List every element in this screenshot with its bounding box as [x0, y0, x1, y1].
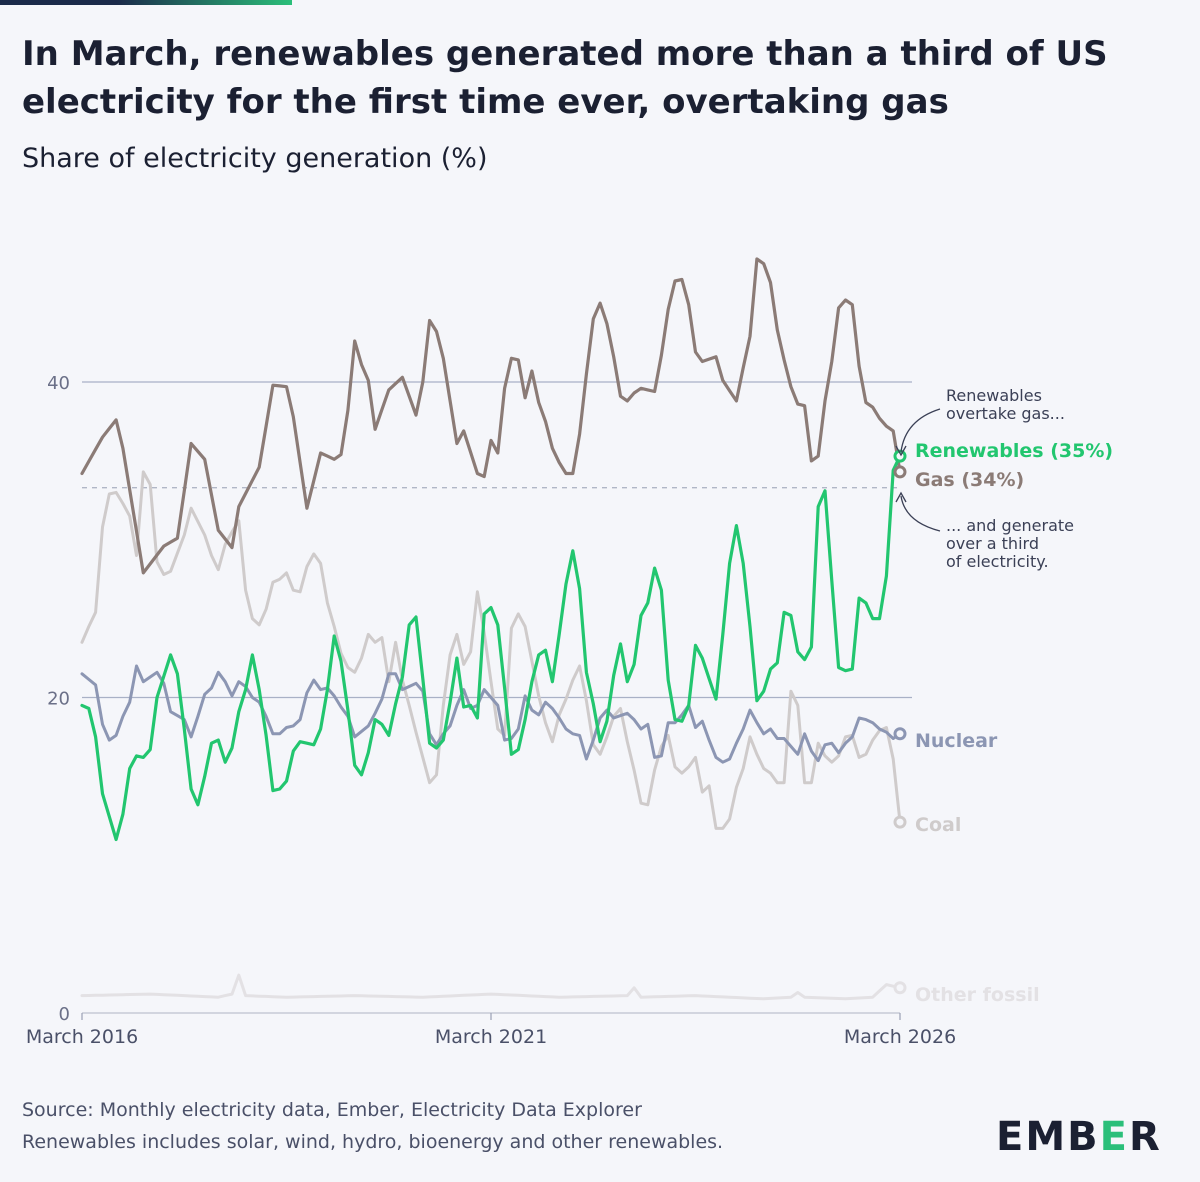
end-marker-coal [893, 815, 907, 829]
annotation-overtake-arrowhead [895, 445, 907, 457]
annotation-third-arrowhead [895, 491, 907, 503]
y-tick-label-0: 0 [59, 1004, 70, 1025]
logo-text-left: EMB [996, 1114, 1100, 1160]
series-line-gas [80, 257, 902, 575]
annotation-overtake-line-1: overtake gas... [946, 404, 1065, 423]
end-marker-other-fossil [893, 981, 907, 995]
end-marker-renewables [893, 449, 907, 463]
end-label-gas: Gas (34%) [915, 469, 1024, 491]
end-label-other-fossil: Other fossil [915, 984, 1040, 1006]
series-line-other-fossil [80, 973, 902, 1001]
annotation-overtake-arrow [900, 408, 941, 453]
y-tick-label-20: 20 [47, 689, 70, 710]
ember-logo: EMBER [996, 1114, 1162, 1160]
logo-text-right: R [1128, 1114, 1162, 1160]
line-chart: 0 20 40 March 2016 March 2021 March 2026 Other… [26, 257, 1113, 1048]
end-marker-gas [893, 465, 907, 479]
end-label-nuclear: Nuclear [915, 730, 998, 752]
annotation-third-line-1: over a third [946, 534, 1039, 553]
series-line-renewables [80, 454, 902, 842]
top-accent-bar [0, 0, 292, 5]
end-label-coal: Coal [915, 814, 961, 836]
annotation-third-line-0: ... and generate [946, 516, 1074, 535]
x-tick-label-1: March 2021 [435, 1026, 547, 1048]
chart-title: In March, renewables generated more than… [22, 34, 1108, 122]
end-label-renewables: Renewables (35%) [915, 440, 1113, 462]
end-marker-nuclear [893, 727, 907, 741]
chart-subtitle: Share of electricity generation (%) [22, 143, 488, 174]
annotation-overtake-line-0: Renewables [946, 386, 1042, 405]
annotation-third-arrow [900, 495, 941, 532]
source-note: Source: Monthly electricity data, Ember,… [22, 1099, 642, 1121]
series-line-coal [80, 470, 902, 830]
x-tick-label-0: March 2016 [26, 1026, 138, 1048]
y-tick-label-40: 40 [47, 373, 70, 394]
x-tick-label-2: March 2026 [844, 1026, 956, 1048]
logo-text-mid: E [1099, 1114, 1129, 1160]
series-line-nuclear [80, 664, 902, 764]
renewables-note: Renewables includes solar, wind, hydro, … [22, 1131, 724, 1153]
annotation-third-line-2: of electricity. [946, 552, 1049, 571]
